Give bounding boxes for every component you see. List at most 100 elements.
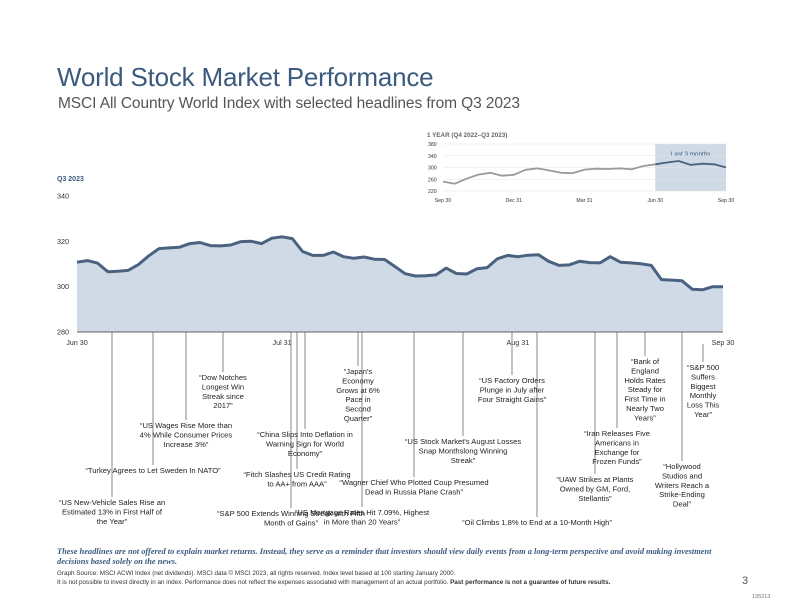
headline-label-line: Plunge in July after	[480, 385, 545, 394]
headline-label-line: Economy	[342, 376, 374, 385]
headline-label: “US Factory Orders Plunge in July after Fo…	[478, 376, 547, 404]
headline-label-line: “Bank of	[631, 357, 660, 366]
headline-label-line: Increase 3%”	[164, 440, 209, 449]
headline-label-line: “Hollywood	[663, 462, 701, 471]
headline-label: “Japan's Economy Grows at 6% Pace in Second Q…	[336, 367, 380, 423]
headline-label-line: Monthly	[690, 391, 717, 400]
source-line-1: Graph Source: MSCI ACWI Index (net divid…	[57, 570, 456, 577]
inset-x-tick: Mar 31	[576, 198, 592, 204]
inset-y-tick: 260	[428, 177, 437, 183]
headline-label-line: Quarter”	[344, 414, 373, 423]
headline-label: “Hollywood Studios and Writers Reach a Stri…	[655, 462, 710, 509]
headline-label-line: 2017”	[213, 401, 233, 410]
headline-label-line: “China Slips Into Deflation in	[257, 430, 353, 439]
headline-label-line: Streak since	[202, 392, 244, 401]
main-y-tick: 340	[57, 192, 69, 201]
inset-gridlines	[443, 143, 726, 192]
main-x-tick: Aug 31	[507, 338, 530, 347]
headline-label-line: “US Factory Orders	[479, 376, 545, 385]
inset-highlight-label: Last 3 months	[671, 151, 711, 158]
headline-label-line: Stellantis”	[578, 494, 612, 503]
inset-x-ticks: Sep 30 Dec 31 Mar 31 Jun 30 Sep 30	[435, 198, 735, 204]
headline-label-line: Economy”	[288, 449, 323, 458]
headline-label: “Turkey Agrees to Let Sweden In NATO”	[85, 466, 221, 475]
inset-y-tick: 300	[428, 166, 437, 172]
main-x-ticks: Jun 30 Jul 31 Aug 31 Sep 30	[66, 338, 734, 347]
disclaimer: These headlines are not offered to expla…	[57, 547, 712, 566]
headline-label-line: Grows at 6%	[336, 386, 380, 395]
headline-label-line: Warning Sign for World	[266, 439, 344, 448]
headline-label: “S&P 500 Suffers Biggest Monthly Loss This Ye…	[687, 363, 720, 419]
inset-x-tick: Jun 30	[647, 198, 663, 204]
inset-chart: 1 YEAR (Q4 2022–Q3 2023) Last 3 months 3…	[427, 132, 734, 204]
headline-label: “US Mortgage Rates Hit 7.09%, Highest in …	[295, 508, 430, 526]
headline-label-line: Strike-Ending	[659, 490, 705, 499]
headline-label: “US New-Vehicle Sales Rise an Estimated 1…	[59, 498, 165, 526]
headline-label: “China Slips Into Deflation in Warning Si…	[257, 430, 353, 458]
main-chart: Q3 2023 340 320 300 280 Jun 30 Jul 31 Aug 31 S…	[57, 176, 734, 347]
headline-label-line: Streak”	[451, 456, 476, 465]
headline-label-line: in More than 20 Years”	[324, 517, 401, 526]
headline-label: “US Wages Rise More than 4% While Consume…	[140, 421, 233, 449]
headline-label-line: “UAW Strikes at Plants	[557, 475, 634, 484]
headline-label-line: Biggest	[690, 382, 716, 391]
headline-label-line: “Wagner Chief Who Plotted Coup Presumed	[339, 478, 488, 487]
inset-x-tick: Dec 31	[506, 198, 523, 204]
inset-y-tick: 340	[428, 154, 437, 160]
page-title: World Stock Market Performance	[57, 62, 434, 92]
source-line-2-bold: Past performance is not a guarantee of f…	[450, 579, 611, 586]
inset-y-tick: 220	[428, 189, 437, 195]
main-y-tick: 300	[57, 282, 69, 291]
inset-highlight-line	[655, 160, 727, 169]
headline-label-line: “Iran Releases Five	[584, 429, 650, 438]
headline-label-line: Writers Reach a	[655, 481, 710, 490]
source-line-2-text: It is not possible to invest directly in…	[57, 579, 449, 586]
page-subtitle: MSCI All Country World Index with select…	[58, 95, 520, 112]
inset-chart-title: 1 YEAR (Q4 2022–Q3 2023)	[427, 132, 507, 139]
main-x-tick: Jun 30	[66, 338, 88, 347]
inset-x-tick: Sep 30	[435, 198, 452, 204]
headline-label: “Iran Releases Five Americans in Exchange …	[584, 429, 650, 466]
headline-label-line: “Japan's	[344, 367, 373, 376]
headline-label-line: First Time in	[624, 395, 665, 404]
headline-label-line: to AA+ from AAA”	[267, 479, 327, 488]
headline-label: “Bank of England Holds Rates Steady for Firs…	[624, 357, 666, 422]
headline-label-line: Owned by GM, Ford,	[560, 484, 630, 493]
headline-label-line: “Fitch Slashes US Credit Rating	[243, 470, 350, 479]
headline-label-line: Second	[345, 405, 371, 414]
document-id: 135213	[752, 594, 771, 600]
inset-line	[442, 163, 656, 185]
main-chart-line	[76, 235, 723, 292]
headline-label-line: Steady for	[628, 385, 663, 394]
headline-label: “Dow Notches Longest Win Streak since 2017”	[199, 373, 247, 410]
headline-label-line: Estimated 13% in First Half of	[62, 507, 163, 516]
headline-annotations: “US New-Vehicle Sales Rise an Estimated 1…	[59, 332, 720, 527]
headline-label-line: “US Mortgage Rates Hit 7.09%, Highest	[295, 508, 430, 517]
headline-label-line: Holds Rates	[624, 376, 666, 385]
inset-x-tick: Sep 30	[718, 198, 735, 204]
headline-label-line: Longest Win	[202, 382, 244, 391]
headline-label-line: 4% While Consumer Prices	[140, 430, 233, 439]
main-y-tick: 280	[57, 328, 69, 337]
headline-label: “US Stock Market's August Losses Snap Mon…	[405, 437, 521, 465]
headline-label-line: Studios and	[662, 471, 702, 480]
main-chart-title: Q3 2023	[57, 176, 84, 183]
source-note: Graph Source: MSCI ACWI Index (net divid…	[57, 569, 757, 587]
headline-label-line: “Turkey Agrees to Let Sweden In NATO”	[85, 466, 221, 475]
main-x-tick: Jul 31	[272, 338, 291, 347]
headline-label-line: Year”	[694, 410, 712, 419]
headline-label-line: Loss This	[687, 401, 720, 410]
headline-label-line: England	[631, 366, 659, 375]
headline-label-line: “Oil Climbs 1.8% to End at a 10-Month Hi…	[462, 518, 612, 527]
main-y-tick: 320	[57, 237, 69, 246]
headline-label-line: Suffers	[691, 372, 715, 381]
inset-y-ticks: 380 340 300 260 220	[428, 142, 437, 195]
headline-label-line: Four Straight Gains”	[478, 395, 547, 404]
headline-label: “Oil Climbs 1.8% to End at a 10-Month Hi…	[462, 518, 612, 527]
headline-label: “S&P 500 Extends Winning Streak with Fif…	[217, 509, 365, 527]
source-line-2: It is not possible to invest directly in…	[57, 578, 757, 587]
headline-label-line: Americans in	[595, 438, 639, 447]
headline-label-line: “Dow Notches	[199, 373, 247, 382]
headline-label-line: Pace in	[345, 395, 370, 404]
inset-y-tick: 380	[428, 142, 437, 148]
